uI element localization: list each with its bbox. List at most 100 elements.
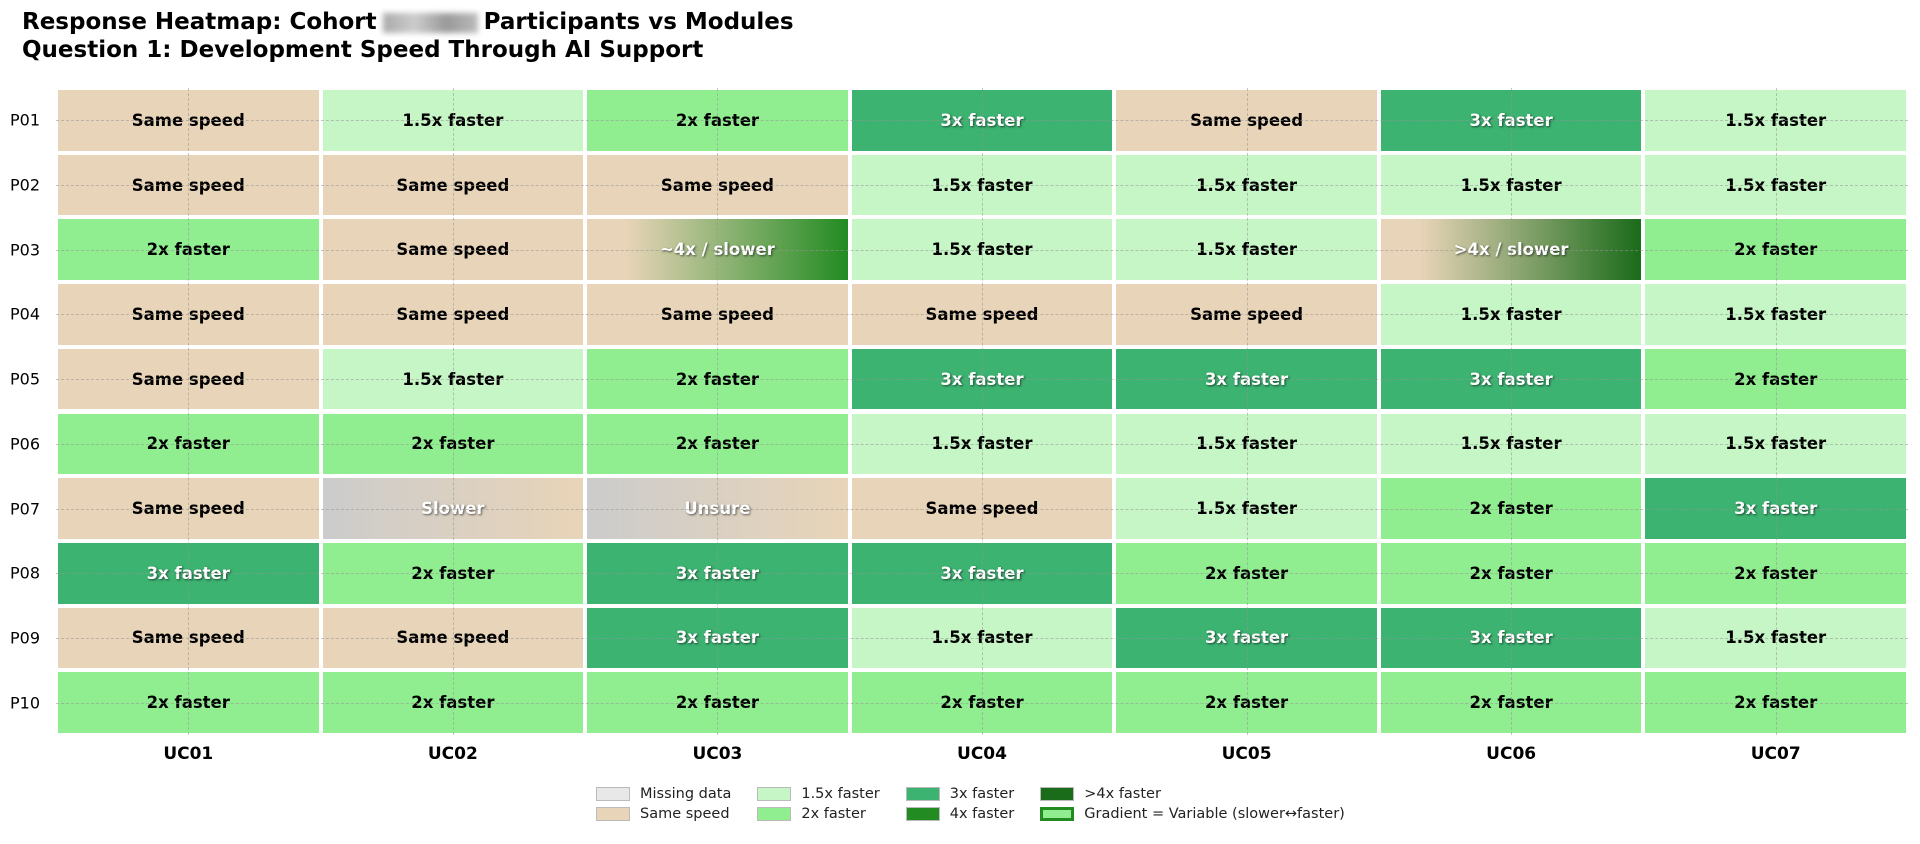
legend-item: Missing data bbox=[596, 786, 731, 802]
title-prefix: Response Heatmap: Cohort bbox=[22, 9, 377, 35]
heatmap-cell: 3x faster bbox=[1380, 348, 1642, 410]
heatmap-cell: 2x faster bbox=[1645, 348, 1906, 410]
heatmap-cell: 2x faster bbox=[1116, 542, 1377, 604]
legend-item: 1.5x faster bbox=[757, 786, 880, 802]
heatmap-cell: 1.5x faster bbox=[851, 607, 1113, 669]
heatmap-cell: Same speed bbox=[58, 90, 319, 151]
heatmap-cell: 2x faster bbox=[587, 413, 848, 475]
legend-label: Gradient = Variable (slower↔faster) bbox=[1084, 806, 1345, 822]
heatmap-cell: 2x faster bbox=[1380, 542, 1642, 604]
heatmap-cell: 2x faster bbox=[58, 219, 319, 281]
heatmap-cell: 3x faster bbox=[1116, 348, 1377, 410]
row-label: P05 bbox=[10, 369, 41, 389]
heatmap-cell: Same speed bbox=[587, 154, 848, 216]
row-label: P07 bbox=[10, 499, 41, 519]
heatmap-cell: 1.5x faster bbox=[1645, 413, 1906, 475]
row-label: P02 bbox=[10, 175, 41, 195]
heatmap-cell: 3x faster bbox=[851, 90, 1113, 151]
row-label: P04 bbox=[10, 304, 41, 324]
legend-label: Missing data bbox=[640, 786, 732, 802]
heatmap-cell: 3x faster bbox=[1645, 478, 1906, 539]
heatmap-cell: 3x faster bbox=[851, 542, 1113, 604]
heatmap-cell: 1.5x faster bbox=[1380, 284, 1642, 345]
heatmap-cell: Same speed bbox=[1116, 90, 1377, 151]
heatmap-cell: Same speed bbox=[58, 154, 319, 216]
heatmap-cell: 1.5x faster bbox=[1116, 478, 1377, 539]
heatmap-cell: 1.5x faster bbox=[1645, 607, 1906, 669]
legend-item: Gradient = Variable (slower↔faster) bbox=[1040, 806, 1345, 822]
heatmap-cell: Same speed bbox=[322, 284, 584, 345]
heatmap-cell: 2x faster bbox=[587, 672, 848, 733]
row-label: P10 bbox=[10, 693, 41, 713]
heatmap-cell: Same speed bbox=[587, 284, 848, 345]
heatmap-cell: 2x faster bbox=[587, 348, 848, 410]
legend-item: 2x faster bbox=[757, 806, 879, 822]
heatmap-cell: 1.5x faster bbox=[1116, 219, 1377, 281]
chart-subtitle: Question 1: Development Speed Through AI… bbox=[22, 37, 704, 63]
heatmap-cell: Same speed bbox=[322, 607, 584, 669]
legend-swatch bbox=[905, 807, 940, 821]
heatmap-cell: Slower bbox=[322, 478, 584, 539]
heatmap-cell: Same speed bbox=[851, 478, 1113, 539]
legend-label: 1.5x faster bbox=[801, 786, 880, 802]
heatmap-cell: 1.5x faster bbox=[1645, 90, 1906, 151]
title-suffix: Participants vs Modules bbox=[483, 9, 794, 35]
heatmap-cell: Same speed bbox=[58, 284, 319, 345]
legend-swatch bbox=[1040, 807, 1075, 821]
heatmap-cell: 1.5x faster bbox=[851, 413, 1113, 475]
heatmap-cell: ~4x / slower bbox=[587, 219, 848, 281]
redacted-blur bbox=[382, 12, 478, 33]
legend-swatch bbox=[596, 807, 630, 821]
heatmap-cell: 1.5x faster bbox=[322, 348, 584, 410]
heatmap-cell: 2x faster bbox=[322, 542, 584, 604]
heatmap-cell: Same speed bbox=[851, 284, 1113, 345]
column-label: UC07 bbox=[1750, 744, 1801, 764]
heatmap-cell: 1.5x faster bbox=[851, 219, 1113, 281]
chart-title: Response Heatmap: Cohort Participants vs … bbox=[22, 8, 794, 64]
column-label: UC05 bbox=[1221, 744, 1272, 764]
heatmap-cell: 2x faster bbox=[1380, 672, 1642, 733]
row-label: P08 bbox=[10, 563, 41, 583]
heatmap-cell: 3x faster bbox=[587, 607, 848, 669]
heatmap-cell: >4x / slower bbox=[1380, 219, 1642, 281]
legend-swatch bbox=[905, 787, 940, 801]
heatmap-cell: Same speed bbox=[58, 478, 319, 539]
legend: Missing data 1.5x faster 3x faster >4x fast… bbox=[596, 786, 1345, 822]
heatmap-cell: Unsure bbox=[587, 478, 848, 539]
legend-label: 3x faster bbox=[949, 786, 1015, 802]
heatmap-cell: Same speed bbox=[322, 219, 584, 281]
legend-item: 3x faster bbox=[905, 786, 1015, 802]
heatmap-cell: 2x faster bbox=[322, 672, 584, 733]
heatmap-cell: Same speed bbox=[322, 154, 584, 216]
heatmap-cell: 2x faster bbox=[1645, 672, 1906, 733]
heatmap-cell: 1.5x faster bbox=[322, 90, 584, 151]
legend-swatch bbox=[757, 807, 792, 821]
column-label: UC02 bbox=[427, 744, 478, 764]
heatmap-cell: 3x faster bbox=[1380, 607, 1642, 669]
heatmap-cell: 2x faster bbox=[58, 672, 319, 733]
heatmap-cell: 2x faster bbox=[1380, 478, 1642, 539]
row-label: P01 bbox=[10, 110, 41, 130]
heatmap-cell: 1.5x faster bbox=[1380, 154, 1642, 216]
heatmap-cell: Same speed bbox=[1116, 284, 1377, 345]
column-label: UC03 bbox=[692, 744, 743, 764]
heatmap-cell: 2x faster bbox=[1645, 542, 1906, 604]
heatmap-cell: 3x faster bbox=[1380, 90, 1642, 151]
heatmap-cell: 3x faster bbox=[58, 542, 319, 604]
legend-swatch bbox=[596, 787, 630, 801]
heatmap-cell: 1.5x faster bbox=[1645, 154, 1906, 216]
heatmap-cell: 2x faster bbox=[1645, 219, 1906, 281]
heatmap-cell: Same speed bbox=[58, 348, 319, 410]
legend-item: 4x faster bbox=[905, 806, 1015, 822]
legend-label: >4x faster bbox=[1084, 786, 1161, 802]
legend-item: Same speed bbox=[596, 806, 731, 822]
heatmap-cell: 2x faster bbox=[851, 672, 1113, 733]
legend-swatch bbox=[1040, 787, 1075, 801]
legend-label: 4x faster bbox=[949, 806, 1015, 822]
column-label: UC04 bbox=[957, 744, 1007, 764]
heatmap-cell: 2x faster bbox=[58, 413, 319, 475]
heatmap-cell: Same speed bbox=[58, 607, 319, 669]
heatmap-cell: 1.5x faster bbox=[1116, 413, 1377, 475]
legend-swatch bbox=[757, 787, 792, 801]
legend-label: 2x faster bbox=[801, 806, 866, 822]
